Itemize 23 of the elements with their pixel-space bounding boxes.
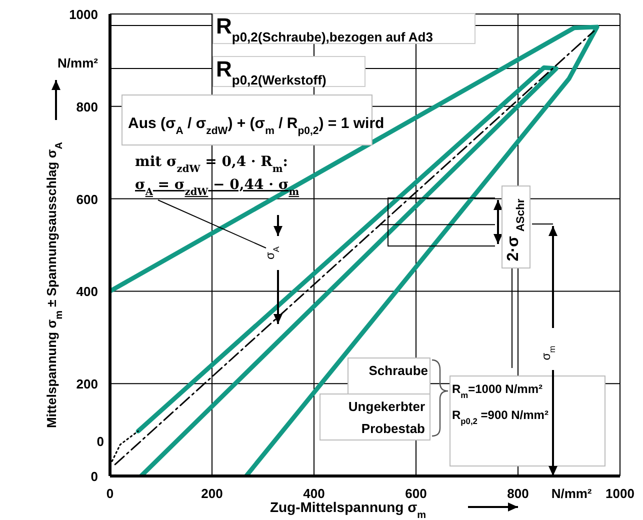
- x-axis-title: Zug-Mittelspannung σ$_{m}$: [270, 499, 426, 520]
- x-tick-label: 1000: [606, 486, 634, 501]
- annotation: σ$_{A}$ = σ$_{zdW}$ − 0,44 · σ$_{m}$: [135, 177, 300, 198]
- annotation: Schraube: [368, 363, 428, 378]
- annotation: R$_{m}$=1000 N/mm²: [452, 382, 542, 400]
- x-tick-label: 600: [405, 486, 427, 501]
- x-tick-label: 400: [303, 486, 325, 501]
- y-tick-label: 0: [90, 469, 98, 484]
- x-tick-label: 200: [201, 486, 223, 501]
- y-tick-label: N/mm²: [58, 56, 99, 71]
- ref-line-label: R$_{p0,2(Werkstoff)}$: [216, 56, 326, 88]
- ref-line-label: R$_{p0,2(Schraube),bezogen auf Ad3}$: [216, 14, 433, 44]
- y-tick-label: 200: [76, 376, 98, 392]
- text: Aus (σ$_{A}$ / σ$_{zdW}$) + (σ$_{m}$ / R$_{p0,2}$) = 1 wird: [128, 115, 384, 137]
- annotation: Ungekerbter Probestab: [348, 399, 426, 436]
- y-tick-label: 400: [76, 284, 98, 300]
- y-tick-label: 1000: [69, 7, 98, 22]
- x-tick-label: 0: [106, 486, 114, 501]
- x-tick-label: 800: [507, 486, 529, 501]
- annotation: R$_{p0,2}$ =900 N/mm²: [452, 408, 548, 426]
- y-tick-label: 800: [76, 99, 98, 114]
- y-tick-label: 600: [76, 192, 98, 207]
- x-tick-label: N/mm²: [551, 486, 592, 501]
